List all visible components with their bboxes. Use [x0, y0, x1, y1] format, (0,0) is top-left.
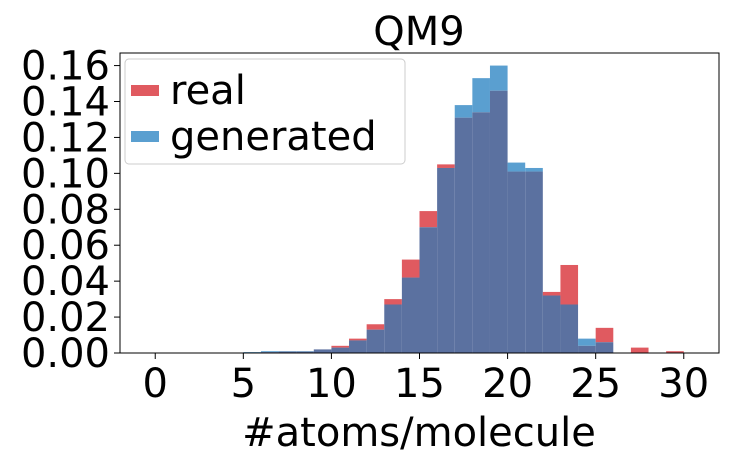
histogram-bar-overlap — [560, 304, 579, 353]
plot-frame — [119, 52, 720, 354]
histogram-bar-overlap — [401, 277, 420, 353]
histogram-bar-excess — [384, 299, 402, 305]
histogram-bar-excess — [437, 164, 455, 168]
histogram-bar-overlap — [313, 349, 332, 353]
x-axis-ticks: 0 5 10 15 20 25 30 — [143, 353, 709, 407]
histogram-bar-excess — [560, 264, 579, 305]
histogram-bar-overlap — [507, 171, 526, 353]
x-tick-label: 30 — [658, 361, 709, 407]
histogram-bar-excess — [349, 338, 367, 341]
histogram-bar-overlap — [419, 227, 438, 353]
y-tick-label: 0.08 — [21, 187, 110, 233]
y-tick-label: 0.16 — [21, 44, 110, 90]
y-tick-label: 0.02 — [21, 295, 110, 341]
x-tick-label: 20 — [482, 361, 533, 407]
y-axis-ticks: 0.000.020.040.060.080.100.120.140.16 — [21, 44, 120, 377]
legend-swatch — [131, 85, 159, 96]
histogram-bar-overlap — [366, 329, 385, 353]
histogram-bar-overlap — [296, 351, 314, 353]
y-tick-label: 0.06 — [21, 223, 110, 269]
histogram-bar-excess — [472, 78, 490, 113]
histogram-bar-excess — [401, 259, 420, 278]
x-tick-label: 15 — [394, 361, 445, 407]
histogram-bar-overlap — [489, 90, 508, 353]
histogram-bar-overlap — [349, 340, 367, 353]
histogram-bars — [243, 65, 684, 354]
legend-label: real — [170, 68, 246, 114]
histogram-bar-excess — [454, 105, 473, 118]
histogram-bar-overlap — [525, 171, 543, 353]
x-tick-label: 10 — [306, 361, 357, 407]
histogram-bar-overlap — [595, 342, 614, 353]
legend-box — [124, 58, 406, 165]
histogram-bar-overlap — [331, 347, 350, 353]
histogram-bar-excess — [331, 345, 350, 348]
histogram-bar-overlap — [454, 117, 473, 354]
y-tick-label: 0.12 — [21, 115, 110, 161]
histogram-bar-overlap — [472, 112, 490, 354]
histogram-bar-excess — [366, 324, 385, 330]
histogram-bar-overlap — [278, 351, 297, 353]
histogram-bar-excess — [666, 351, 684, 353]
histogram-bar-overlap — [437, 167, 455, 353]
histogram-bar-excess — [525, 167, 543, 172]
histogram-bar-overlap — [384, 304, 402, 353]
x-tick-label: 0 — [143, 361, 168, 407]
chart-title: QM9 — [373, 9, 464, 55]
x-tick-label: 25 — [570, 361, 621, 407]
y-tick-label: 0.10 — [21, 151, 110, 197]
x-axis-label: #atoms/molecule — [242, 410, 596, 456]
y-tick-label: 0.14 — [21, 80, 110, 126]
legend-swatch — [131, 131, 159, 142]
y-tick-label: 0.00 — [21, 331, 110, 377]
histogram-bar-excess — [260, 351, 279, 353]
histogram-bar-excess — [630, 347, 649, 353]
histogram-bar-excess — [507, 162, 526, 172]
histogram-bar-excess — [419, 211, 438, 228]
histogram-bar-excess — [578, 338, 596, 346]
histogram-bar-overlap — [578, 345, 596, 353]
y-tick-label: 0.04 — [21, 259, 110, 305]
histogram-bar-excess — [595, 327, 614, 343]
x-tick-label: 5 — [231, 361, 256, 407]
histogram-bar-overlap — [542, 295, 561, 353]
legend-label: generated — [170, 114, 377, 160]
histogram-bar-excess — [489, 65, 508, 91]
histogram-bar-excess — [542, 291, 561, 296]
